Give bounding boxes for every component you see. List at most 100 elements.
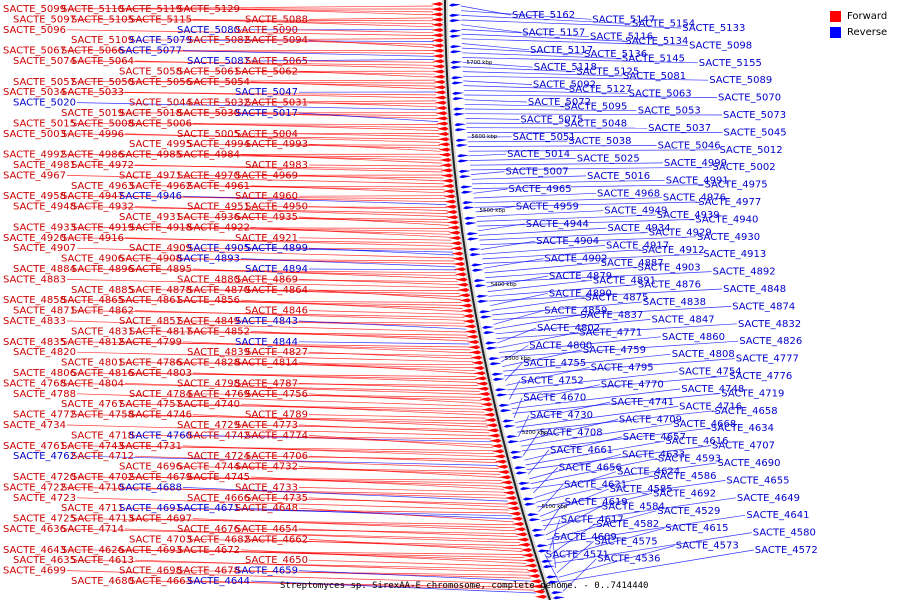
gene-label[interactable]: SACTE_4859	[544, 306, 607, 317]
gene-label[interactable]: SACTE_4875	[585, 293, 648, 304]
gene-label[interactable]: SACTE_4963	[71, 181, 134, 192]
gene-label[interactable]: SACTE_4789	[245, 410, 308, 421]
gene-label[interactable]: SACTE_4857	[119, 316, 182, 327]
gene-label[interactable]: SACTE_5079	[129, 35, 192, 46]
gene-label[interactable]: SACTE_5016	[587, 171, 650, 182]
gene-label[interactable]: SACTE_4895	[129, 264, 192, 275]
gene-label[interactable]: SACTE_4803	[129, 368, 192, 379]
gene-label[interactable]: SACTE_4730	[530, 410, 593, 421]
gene-label[interactable]: SACTE_4999	[664, 158, 727, 169]
gene-label[interactable]: SACTE_4767	[61, 399, 124, 410]
gene-label[interactable]: SACTE_5038	[568, 136, 631, 147]
gene-label[interactable]: SACTE_5053	[638, 106, 701, 117]
gene-label[interactable]: SACTE_4719	[721, 388, 784, 399]
gene-label[interactable]: SACTE_4659	[235, 566, 298, 577]
gene-label[interactable]: SACTE_4697	[129, 514, 192, 525]
gene-label[interactable]: SACTE_5004	[235, 129, 298, 140]
gene-label[interactable]: SACTE_4947	[61, 191, 124, 202]
gene-label[interactable]: SACTE_4720	[13, 472, 76, 483]
gene-label[interactable]: SACTE_4585	[610, 484, 673, 495]
gene-label[interactable]: SACTE_4981	[13, 160, 76, 171]
gene-label[interactable]: SACTE_4912	[642, 245, 705, 256]
gene-label[interactable]: SACTE_4905	[187, 243, 250, 254]
gene-label[interactable]: SACTE_4959	[516, 201, 579, 212]
gene-label[interactable]: SACTE_4769	[187, 389, 250, 400]
gene-label[interactable]: SACTE_4788	[13, 389, 76, 400]
gene-label[interactable]: SACTE_4932	[71, 202, 134, 213]
gene-label[interactable]: SACTE_4944	[526, 219, 589, 230]
gene-label[interactable]: SACTE_4798	[177, 378, 240, 389]
gene-label[interactable]: SACTE_5063	[629, 88, 692, 99]
gene-label[interactable]: SACTE_4615	[665, 523, 728, 534]
gene-label[interactable]: SACTE_4871	[13, 306, 76, 317]
gene-label[interactable]: SACTE_4801	[61, 358, 124, 369]
gene-label[interactable]: SACTE_4609	[554, 532, 617, 543]
gene-label[interactable]: SACTE_4679	[129, 472, 192, 483]
gene-label[interactable]: SACTE_4940	[695, 214, 758, 225]
gene-label[interactable]: SACTE_4757	[119, 399, 182, 410]
gene-label[interactable]: SACTE_4858	[3, 295, 66, 306]
gene-label[interactable]: SACTE_4930	[697, 232, 760, 243]
gene-label[interactable]: SACTE_4662	[245, 534, 308, 545]
gene-label[interactable]: SACTE_5044	[129, 98, 192, 109]
gene-label[interactable]: SACTE_4744	[177, 462, 240, 473]
gene-label[interactable]: SACTE_4644	[187, 576, 250, 587]
gene-label[interactable]: SACTE_4865	[61, 295, 124, 306]
gene-label[interactable]: SACTE_4619	[565, 497, 628, 508]
gene-label[interactable]: SACTE_4755	[523, 358, 586, 369]
gene-label[interactable]: SACTE_4666	[187, 493, 250, 504]
gene-label[interactable]: SACTE_4635	[13, 555, 76, 566]
gene-label[interactable]: SACTE_5116	[590, 32, 653, 43]
gene-label[interactable]: SACTE_4992	[3, 150, 66, 161]
gene-label[interactable]: SACTE_5008	[71, 118, 134, 129]
gene-label[interactable]: SACTE_5057	[13, 77, 76, 88]
gene-label[interactable]: SACTE_5020	[13, 98, 76, 109]
gene-label[interactable]: SACTE_4731	[119, 441, 182, 452]
gene-label[interactable]: SACTE_4709	[619, 415, 682, 426]
gene-label[interactable]: SACTE_4920	[3, 233, 66, 244]
gene-label[interactable]: SACTE_4648	[235, 503, 298, 514]
gene-label[interactable]: SACTE_4909	[129, 243, 192, 254]
gene-label[interactable]: SACTE_4572	[755, 545, 818, 556]
gene-label[interactable]: SACTE_5012	[720, 145, 783, 156]
gene-label[interactable]: SACTE_5098	[689, 40, 752, 51]
gene-label[interactable]: SACTE_4657	[623, 432, 686, 443]
gene-label[interactable]: SACTE_4741	[611, 397, 674, 408]
gene-label[interactable]: SACTE_5082	[187, 35, 250, 46]
gene-label[interactable]: SACTE_4621	[564, 480, 627, 491]
gene-label[interactable]: SACTE_4575	[595, 536, 658, 547]
gene-label[interactable]: SACTE_4967	[3, 170, 66, 181]
gene-label[interactable]: SACTE_4756	[245, 389, 308, 400]
gene-label[interactable]: SACTE_4977	[698, 197, 761, 208]
gene-label[interactable]: SACTE_4658	[715, 406, 778, 417]
gene-label[interactable]: SACTE_4617	[561, 515, 624, 526]
gene-label[interactable]: SACTE_4680	[71, 576, 134, 587]
gene-label[interactable]: SACTE_4682	[187, 534, 250, 545]
gene-label[interactable]: SACTE_4762	[13, 451, 76, 462]
gene-label[interactable]: SACTE_5007	[506, 167, 569, 178]
gene-label[interactable]: SACTE_4787	[235, 378, 298, 389]
gene-label[interactable]: SACTE_4892	[713, 267, 776, 278]
gene-label[interactable]: SACTE_4708	[540, 428, 603, 439]
gene-label[interactable]: SACTE_4907	[13, 243, 76, 254]
gene-label[interactable]: SACTE_4748	[681, 384, 744, 395]
gene-label[interactable]: SACTE_4740	[177, 399, 240, 410]
gene-label[interactable]: SACTE_4849	[177, 316, 240, 327]
gene-label[interactable]: SACTE_4826	[739, 336, 802, 347]
gene-label[interactable]: SACTE_5037	[648, 123, 711, 134]
gene-label[interactable]: SACTE_4876	[638, 280, 701, 291]
gene-label[interactable]: SACTE_4933	[13, 222, 76, 233]
gene-label[interactable]: SACTE_5034	[3, 87, 66, 98]
gene-label[interactable]: SACTE_5090	[235, 25, 298, 36]
gene-label[interactable]: SACTE_4929	[649, 228, 712, 239]
gene-label[interactable]: SACTE_4582	[596, 519, 659, 530]
gene-label[interactable]: SACTE_4799	[119, 337, 182, 348]
gene-label[interactable]: SACTE_4729	[177, 420, 240, 431]
gene-label[interactable]: SACTE_4996	[61, 129, 124, 140]
gene-label[interactable]: SACTE_4902	[544, 254, 607, 265]
gene-label[interactable]: SACTE_4529	[657, 506, 720, 517]
gene-label[interactable]: SACTE_4663	[129, 576, 192, 587]
gene-label[interactable]: SACTE_4593	[658, 454, 721, 465]
gene-label[interactable]: SACTE_5031	[245, 98, 308, 109]
gene-label[interactable]: SACTE_4891	[593, 275, 656, 286]
